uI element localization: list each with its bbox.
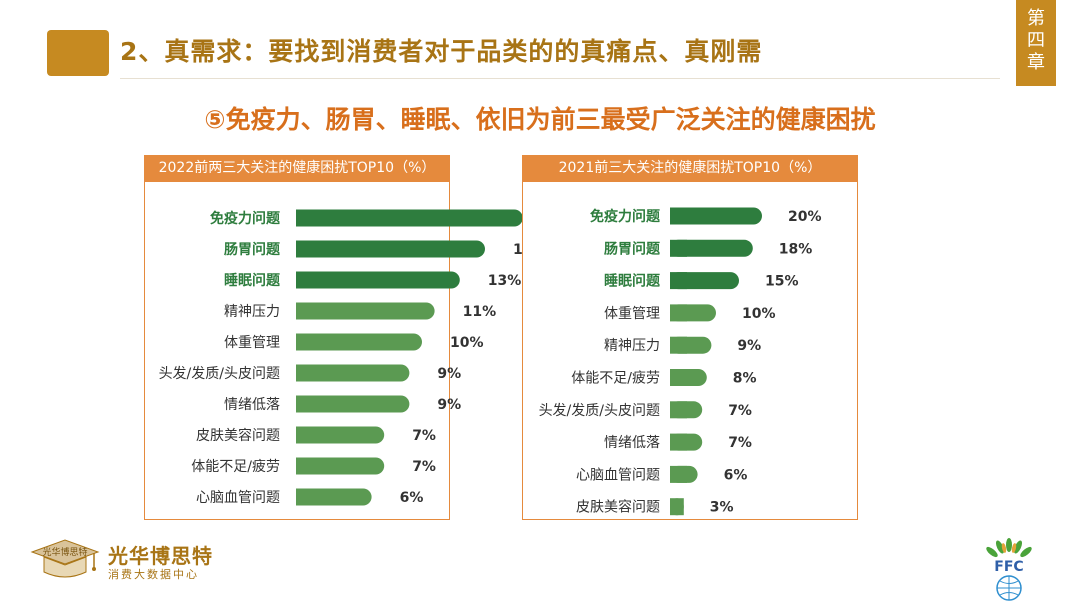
- bar-base: [296, 209, 313, 227]
- category-label: 心脑血管问题: [196, 490, 280, 506]
- bar: [670, 239, 753, 257]
- ffc-text: FFC: [994, 559, 1023, 575]
- ffc-logo-icon: FFC: [986, 538, 1032, 601]
- bar-base: [296, 457, 313, 475]
- brand-logo: 光华博思特 光华博思特 消费大数据中心: [30, 536, 213, 586]
- header-accent-block: [47, 30, 109, 76]
- data-label: 15%: [765, 274, 799, 290]
- data-label: 7%: [412, 428, 436, 444]
- bar: [296, 302, 435, 320]
- bar-base: [670, 207, 687, 225]
- bar-base: [296, 426, 313, 444]
- bar-base: [670, 465, 687, 483]
- bar-base: [670, 369, 687, 386]
- bar-base: [670, 304, 687, 322]
- category-label: 皮肤美容问题: [196, 427, 280, 444]
- slide-subtitle: ⑤免疫力、肠胃、睡眠、依旧为前三最受广泛关注的健康困扰: [204, 105, 876, 134]
- bar-base: [296, 240, 313, 258]
- page-title: 2、真需求：要找到消费者对于品类的的真痛点、真刚需: [120, 37, 763, 66]
- category-label: 体重管理: [604, 306, 660, 322]
- data-label: 10%: [742, 306, 776, 322]
- chapter-char: 第: [1027, 8, 1045, 29]
- bar-base: [670, 272, 687, 290]
- graduation-cap-emblem-icon: 光华博思特: [30, 539, 100, 578]
- category-label: 情绪低落: [604, 435, 660, 451]
- data-label: 8%: [733, 371, 757, 387]
- brand-name: 光华博思特: [108, 544, 213, 568]
- data-label: 11%: [463, 304, 497, 320]
- data-label: 7%: [412, 459, 436, 475]
- category-label: 肠胃问题: [604, 240, 661, 257]
- category-label: 精神压力: [604, 338, 660, 354]
- bar-base: [670, 401, 687, 419]
- bar: [296, 426, 385, 444]
- bar-base: [296, 302, 313, 320]
- bar: [296, 457, 385, 475]
- category-label: 头发/发质/头皮问题: [159, 366, 280, 382]
- category-label: 心脑血管问题: [576, 467, 660, 483]
- category-label: 头发/发质/头皮问题: [539, 403, 660, 419]
- bar: [670, 272, 739, 290]
- category-label: 免疫力问题: [210, 210, 281, 227]
- data-label: 20%: [788, 209, 822, 225]
- bar: [296, 240, 485, 258]
- bar-chart-2021: 免疫力问题 20% 肠胃问题 18% 睡眠问题 15% 体重管理 10% 精神压力 9% 体能不足/…: [539, 207, 822, 516]
- data-label: 9%: [737, 338, 761, 354]
- category-label: 体能不足/疲劳: [191, 458, 280, 475]
- bar-base: [296, 395, 313, 413]
- category-label: 体重管理: [224, 335, 280, 351]
- data-label: 3%: [710, 500, 734, 516]
- chart-title-2021: 2021前三大关注的健康困扰TOP10（%）: [522, 155, 858, 182]
- data-label: 13%: [488, 273, 522, 289]
- chapter-char: 四: [1027, 30, 1045, 51]
- chapter-badge: 第 四 章: [1016, 0, 1056, 86]
- data-label: 6%: [400, 490, 424, 506]
- bar-base: [296, 364, 313, 382]
- chart-title-2022: 2022前两三大关注的健康困扰TOP10（%）: [144, 155, 450, 182]
- brand-subtitle: 消费大数据中心: [108, 568, 199, 581]
- bar-base: [296, 271, 313, 289]
- data-label: 6%: [724, 467, 748, 483]
- category-label: 情绪低落: [224, 397, 280, 413]
- bar-base: [670, 336, 687, 354]
- bar: [296, 488, 372, 506]
- category-label: 免疫力问题: [590, 208, 661, 225]
- bar-base: [670, 239, 687, 257]
- bar: [296, 364, 410, 382]
- data-label: 7%: [728, 403, 752, 419]
- data-label: 9%: [437, 366, 461, 382]
- bar: [296, 209, 523, 227]
- data-label: 10%: [450, 335, 484, 351]
- bar-base: [670, 433, 687, 451]
- bar-base: [296, 333, 313, 351]
- category-label: 皮肤美容问题: [576, 499, 660, 516]
- category-label: 肠胃问题: [224, 241, 281, 258]
- bar-chart-2022: 免疫力问题18%肠胃问题15%睡眠问题13%精神压力11%体重管理10%头发/发…: [159, 209, 584, 506]
- category-label: 精神压力: [224, 304, 280, 320]
- header-divider: [120, 78, 1000, 79]
- data-label: 18%: [779, 241, 813, 257]
- category-label: 体能不足/疲劳: [571, 370, 660, 387]
- category-label: 睡眠问题: [604, 273, 661, 290]
- bar-base: [296, 488, 313, 506]
- data-label: 7%: [728, 435, 752, 451]
- bar-base: [670, 498, 684, 516]
- chapter-char: 章: [1027, 52, 1045, 73]
- data-label: 9%: [437, 397, 461, 413]
- category-label: 睡眠问题: [224, 272, 281, 289]
- bar: [296, 395, 410, 413]
- emblem-text: 光华博思特: [42, 546, 87, 558]
- bar: [296, 271, 460, 289]
- bar: [296, 333, 422, 351]
- bar: [670, 207, 762, 225]
